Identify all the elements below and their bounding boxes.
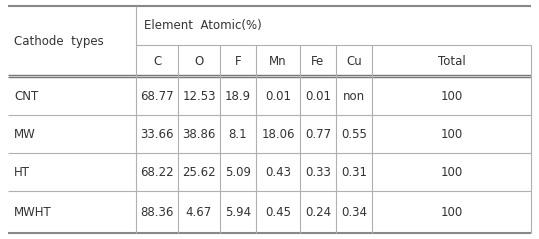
Text: 4.67: 4.67 [186, 206, 212, 218]
Text: 0.33: 0.33 [305, 165, 331, 179]
Text: Element  Atomic(%): Element Atomic(%) [144, 19, 262, 32]
Text: 18.9: 18.9 [225, 89, 251, 103]
Text: Total: Total [438, 54, 465, 67]
Text: 68.77: 68.77 [140, 89, 174, 103]
Text: 100: 100 [440, 206, 462, 218]
Text: 5.94: 5.94 [225, 206, 251, 218]
Text: 12.53: 12.53 [182, 89, 216, 103]
Text: Mn: Mn [269, 54, 287, 67]
Text: 68.22: 68.22 [140, 165, 174, 179]
Text: C: C [153, 54, 161, 67]
Text: 88.36: 88.36 [140, 206, 174, 218]
Text: 0.24: 0.24 [305, 206, 331, 218]
Text: HT: HT [14, 165, 30, 179]
Text: 0.77: 0.77 [305, 127, 331, 141]
Text: 100: 100 [440, 89, 462, 103]
Text: 33.66: 33.66 [140, 127, 174, 141]
Text: 100: 100 [440, 127, 462, 141]
Text: MW: MW [14, 127, 36, 141]
Text: 0.01: 0.01 [265, 89, 291, 103]
Text: 0.55: 0.55 [341, 127, 367, 141]
Text: MWHT: MWHT [14, 206, 52, 218]
Text: Cu: Cu [346, 54, 362, 67]
Text: 5.09: 5.09 [225, 165, 251, 179]
Text: 18.06: 18.06 [261, 127, 295, 141]
Text: 0.01: 0.01 [305, 89, 331, 103]
Text: 0.31: 0.31 [341, 165, 367, 179]
Text: 0.45: 0.45 [265, 206, 291, 218]
Text: 100: 100 [440, 165, 462, 179]
Text: Cathode  types: Cathode types [14, 35, 103, 48]
Text: non: non [343, 89, 365, 103]
Text: 38.86: 38.86 [182, 127, 216, 141]
Text: F: F [234, 54, 241, 67]
Text: O: O [195, 54, 204, 67]
Text: 25.62: 25.62 [182, 165, 216, 179]
Text: 8.1: 8.1 [229, 127, 247, 141]
Text: 0.43: 0.43 [265, 165, 291, 179]
Text: 0.34: 0.34 [341, 206, 367, 218]
Text: Fe: Fe [312, 54, 324, 67]
Text: CNT: CNT [14, 89, 38, 103]
